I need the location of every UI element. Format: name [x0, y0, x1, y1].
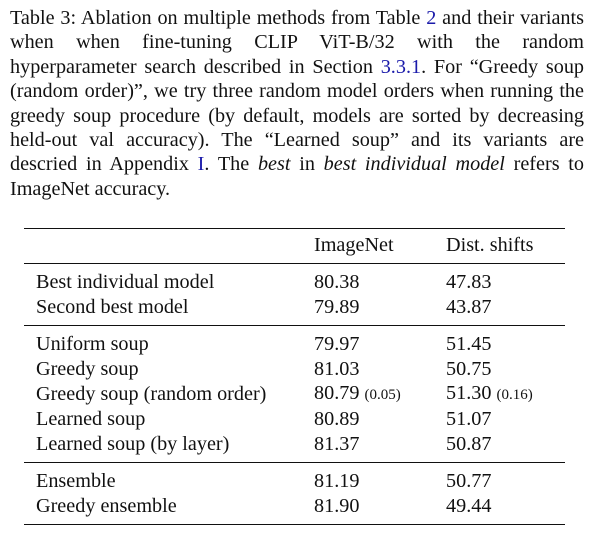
cell-dist-shifts-value: 50.75 [446, 357, 492, 380]
table-row: Learned soup 80.89 51.07 [24, 407, 565, 431]
cell-method: Greedy soup (random order) [36, 383, 267, 406]
cell-dist-shifts-value: 49.44 [446, 494, 492, 517]
caption-text: . For “Greedy soup (random order)”, we t… [10, 55, 585, 176]
cell-imagenet: 80.79 (0.05) [314, 381, 446, 407]
cell-imagenet: 80.89 [314, 407, 446, 431]
cell-dist-shifts-value: 51.30 [446, 382, 492, 405]
cell-imagenet-value: 81.19 [314, 470, 360, 493]
caption-text: refers to ImageNet accuracy. [10, 153, 584, 200]
cell-imagenet: 81.37 [314, 432, 446, 463]
cell-imagenet-value: 81.90 [314, 494, 360, 517]
table-reference-link[interactable]: 2 [426, 7, 437, 29]
cell-method: Learned soup (by layer) [36, 432, 230, 455]
cell-dist-shifts: 50.77 [446, 463, 565, 494]
cell-method: Ensemble [36, 470, 116, 493]
cell-imagenet-value: 81.03 [314, 357, 360, 380]
header-dist-shifts: Dist. shifts [446, 234, 534, 256]
cell-dist-shifts: 50.87 [446, 432, 565, 463]
cell-method: Best individual model [36, 271, 215, 294]
caption-emphasis: best individual model [323, 153, 505, 176]
header-method [24, 229, 314, 264]
table-row: Greedy ensemble 81.90 49.44 [24, 494, 565, 525]
cell-dist-shifts-value: 50.87 [446, 432, 492, 455]
cell-dist-shifts: 51.45 [446, 326, 565, 357]
cell-imagenet: 81.90 [314, 494, 446, 525]
cell-dist-shifts-value: 43.87 [446, 295, 492, 318]
caption-emphasis: best [257, 153, 291, 176]
cell-imagenet: 79.97 [314, 326, 446, 357]
cell-imagenet: 79.89 [314, 295, 446, 326]
cell-imagenet-value: 80.38 [314, 271, 360, 294]
cell-dist-shifts: 47.83 [446, 264, 565, 295]
table-row: Second best model 79.89 43.87 [24, 295, 565, 326]
section-reference-link[interactable]: 3.3.1 [380, 55, 422, 78]
cell-imagenet-value: 80.79 [314, 382, 360, 405]
caption-text: . The [204, 153, 258, 176]
table-caption: Table 3: Ablation on multiple methods fr… [10, 6, 584, 201]
cell-dist-shifts-value: 47.83 [446, 271, 492, 294]
ablation-table-container: ImageNet Dist. shifts Best individual mo… [24, 228, 565, 525]
cell-imagenet-std: (0.05) [364, 387, 401, 404]
cell-imagenet-value: 80.89 [314, 408, 360, 431]
appendix-reference-link[interactable]: I [197, 153, 205, 176]
cell-method: Second best model [36, 295, 189, 318]
table-row: Uniform soup 79.97 51.45 [24, 326, 565, 357]
caption-text: in [290, 153, 324, 176]
cell-dist-shifts-std: (0.16) [496, 387, 533, 404]
caption-text: Table 3: Ablation on multiple methods fr… [10, 7, 427, 29]
cell-method: Learned soup [36, 408, 146, 431]
cell-dist-shifts: 50.75 [446, 357, 565, 381]
cell-dist-shifts: 43.87 [446, 295, 565, 326]
table-row: Greedy soup (random order) 80.79 (0.05) 51… [24, 381, 565, 407]
cell-imagenet-value: 81.37 [314, 432, 360, 455]
cell-dist-shifts-value: 50.77 [446, 470, 492, 493]
table-row: Ensemble 81.19 50.77 [24, 463, 565, 494]
header-imagenet: ImageNet [314, 234, 394, 256]
cell-dist-shifts: 49.44 [446, 494, 565, 525]
cell-imagenet-value: 79.89 [314, 295, 360, 318]
table-row: Best individual model 80.38 47.83 [24, 264, 565, 295]
table-row: Learned soup (by layer) 81.37 50.87 [24, 432, 565, 463]
cell-dist-shifts-value: 51.45 [446, 333, 492, 356]
cell-dist-shifts: 51.30 (0.16) [446, 381, 565, 407]
cell-imagenet: 81.03 [314, 357, 446, 381]
cell-imagenet-value: 79.97 [314, 333, 360, 356]
ablation-table: ImageNet Dist. shifts Best individual mo… [24, 228, 565, 525]
cell-method: Greedy ensemble [36, 494, 177, 517]
cell-imagenet: 81.19 [314, 463, 446, 494]
table-header-row: ImageNet Dist. shifts [24, 228, 565, 264]
table-body: Best individual model 80.38 47.83 Second be… [24, 264, 565, 525]
cell-imagenet: 80.38 [314, 264, 446, 295]
caption-text: and their variants when when fine-tuning… [10, 7, 584, 78]
cell-dist-shifts: 51.07 [446, 407, 565, 431]
cell-method: Uniform soup [36, 333, 149, 356]
cell-dist-shifts-value: 51.07 [446, 408, 492, 431]
table-row: Greedy soup 81.03 50.75 [24, 357, 565, 381]
cell-method: Greedy soup [36, 357, 139, 380]
